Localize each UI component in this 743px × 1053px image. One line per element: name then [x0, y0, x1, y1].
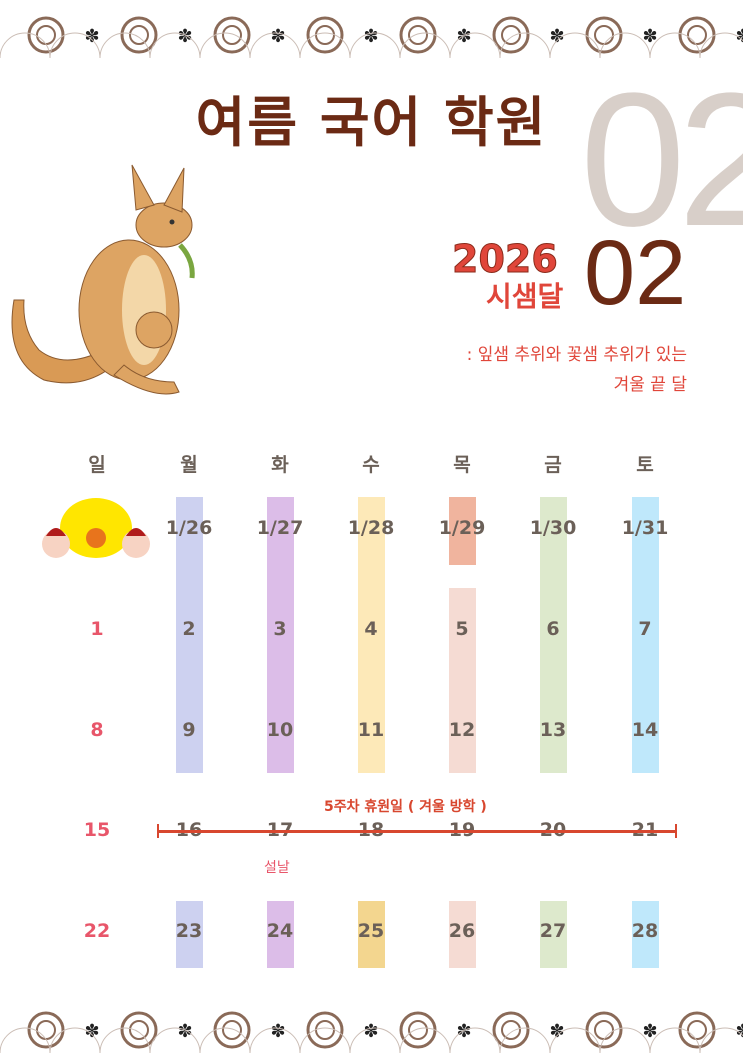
date-cell[interactable]: 1 [90, 618, 104, 640]
pattern-medallion [585, 16, 623, 54]
pattern-medallion [120, 1011, 158, 1049]
pattern-flower: ✽ [177, 26, 192, 47]
day-bar-tue-week5 [266, 901, 294, 968]
day-bar-wed-week5 [357, 901, 385, 968]
day-bar-sat [631, 497, 659, 773]
date-cell[interactable]: 5 [455, 618, 469, 640]
date-cell[interactable]: 1/28 [347, 517, 395, 539]
pattern-flower: ✽ [84, 1021, 99, 1042]
pattern-medallion [306, 1011, 344, 1049]
date-cell[interactable]: 25 [357, 920, 385, 942]
pattern-flower: ✽ [456, 26, 471, 47]
pattern-flower: ✽ [549, 26, 564, 47]
weekday-thu: 목 [453, 454, 471, 476]
day-bar-fri [539, 497, 567, 773]
day-bar-wed [357, 497, 385, 773]
date-cell[interactable]: 7 [638, 618, 652, 640]
page-title: 여름 국어 학원 [195, 91, 548, 154]
date-cell[interactable]: 27 [539, 920, 567, 942]
pattern-medallion [306, 16, 344, 54]
day-bar-mon-week5 [175, 901, 203, 968]
date-cell[interactable]: 10 [266, 719, 294, 741]
pattern-flower: ✽ [456, 1021, 471, 1042]
date-cell[interactable]: 24 [266, 920, 294, 942]
kangaroo-illustration [11, 164, 195, 395]
pattern-flower: ✽ [270, 1021, 285, 1042]
date-cell[interactable]: 1/26 [165, 517, 213, 539]
day-bar-tue [266, 497, 294, 773]
date-cell[interactable]: 28 [631, 920, 659, 942]
date-cell[interactable]: 9 [182, 719, 196, 741]
bottom-pattern-border: ✽✽✽✽✽✽✽✽✽ [0, 1011, 743, 1053]
date-cell[interactable]: 6 [546, 618, 560, 640]
weekday-fri: 금 [544, 454, 562, 476]
date-cell[interactable]: 13 [539, 719, 567, 741]
date-cell[interactable]: 15 [83, 819, 111, 841]
pattern-flower: ✽ [549, 1021, 564, 1042]
day-bar-sat-week5 [631, 901, 659, 968]
vacation-strike-line [158, 830, 676, 833]
month-description-line1: : 잎샘 추위와 꽃샘 추위가 있는 [466, 345, 687, 365]
day-bar-thu-week1 [448, 497, 476, 565]
date-cell[interactable]: 3 [273, 618, 287, 640]
pattern-flower: ✽ [642, 26, 657, 47]
strike-cap-right [675, 824, 677, 838]
day-bar-thu-week5 [448, 901, 476, 968]
pattern-flower: ✽ [84, 26, 99, 47]
pattern-flower: ✽ [735, 26, 743, 47]
pattern-flower: ✽ [363, 1021, 378, 1042]
date-cell[interactable]: 1/31 [621, 517, 669, 539]
date-cell[interactable]: 14 [631, 719, 659, 741]
pattern-medallion [492, 16, 530, 54]
pattern-medallion [399, 1011, 437, 1049]
date-cell[interactable]: 1/30 [529, 517, 577, 539]
pattern-medallion [492, 1011, 530, 1049]
pattern-flower: ✽ [642, 1021, 657, 1042]
weekday-wed: 수 [362, 454, 380, 476]
month-background-number: 02 [580, 54, 743, 266]
date-cell[interactable]: 4 [364, 618, 378, 640]
date-cell[interactable]: 26 [448, 920, 476, 942]
day-bar-fri-week5 [539, 901, 567, 968]
date-cell[interactable]: 2 [182, 618, 196, 640]
pattern-medallion [585, 1011, 623, 1049]
month-description-line2: 겨울 끝 달 [613, 375, 687, 395]
date-cell[interactable]: 1/27 [256, 517, 304, 539]
pattern-medallion [27, 1011, 65, 1049]
month-number: 02 [584, 222, 687, 324]
date-cell[interactable]: 11 [357, 719, 385, 741]
new-year-illustration [42, 498, 150, 558]
weekday-mon: 월 [180, 454, 198, 476]
date-cell[interactable]: 1/29 [438, 517, 486, 539]
pattern-flower: ✽ [363, 26, 378, 47]
pattern-flower: ✽ [735, 1021, 743, 1042]
vacation-note: 5주차 휴원일 ( 겨울 방학 ) [324, 799, 487, 815]
pattern-flower: ✽ [270, 26, 285, 47]
strike-cap-left [157, 824, 159, 838]
holiday-note: 설날 [264, 860, 290, 876]
pattern-medallion [399, 16, 437, 54]
logo-year: 2026 [452, 237, 558, 281]
pattern-flower: ✽ [177, 1021, 192, 1042]
date-cell[interactable]: 23 [175, 920, 203, 942]
logo-name: 시샘달 [486, 280, 564, 311]
top-pattern-border: ✽✽✽✽✽✽✽✽✽ [0, 16, 743, 58]
year-2026-logo: 2026 시샘달 [452, 237, 564, 312]
pattern-medallion [120, 16, 158, 54]
weekday-tue: 화 [271, 454, 289, 476]
date-cell[interactable]: 22 [83, 920, 111, 942]
weekday-sun: 일 [88, 454, 106, 476]
day-bar-thu [448, 588, 476, 773]
day-bar-mon [175, 497, 203, 773]
weekday-sat: 토 [636, 454, 654, 476]
pattern-medallion [27, 16, 65, 54]
pattern-medallion [213, 1011, 251, 1049]
date-cell[interactable]: 12 [448, 719, 476, 741]
date-cell[interactable]: 8 [90, 719, 104, 741]
pattern-medallion [213, 16, 251, 54]
